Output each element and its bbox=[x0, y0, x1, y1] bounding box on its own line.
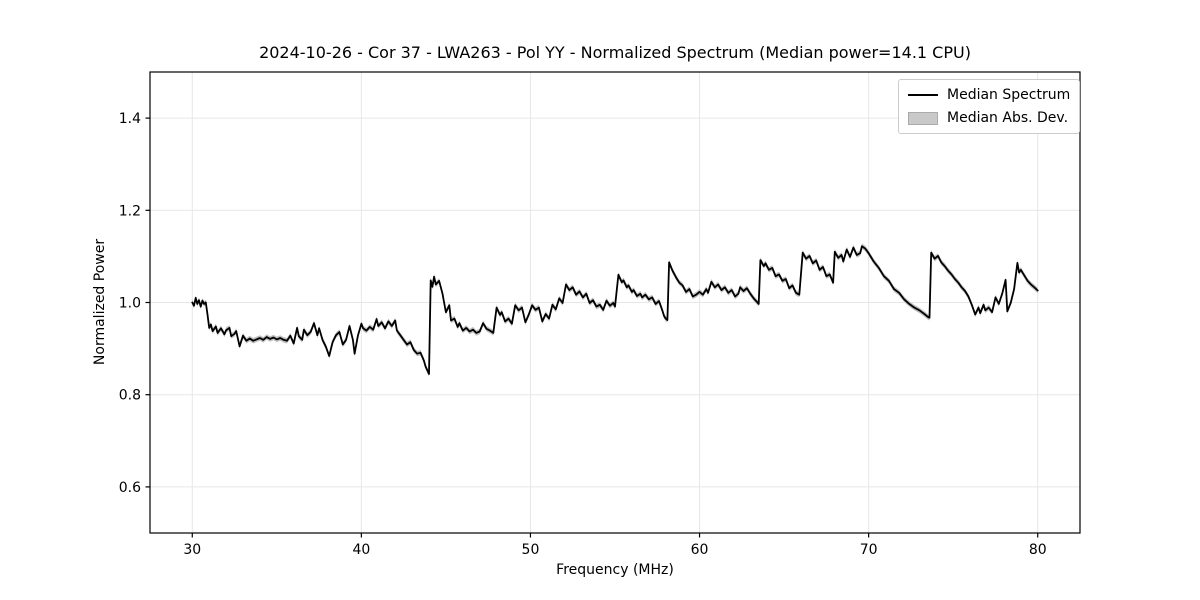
line-sample-icon bbox=[908, 94, 938, 96]
patch-sample-icon bbox=[908, 111, 938, 125]
x-tick-label: 60 bbox=[691, 542, 709, 558]
x-tick-label: 40 bbox=[352, 542, 370, 558]
x-tick-label: 50 bbox=[522, 542, 540, 558]
x-axis-label: Frequency (MHz) bbox=[556, 562, 674, 578]
x-tick-label: 70 bbox=[860, 542, 878, 558]
y-tick-label: 0.6 bbox=[119, 480, 141, 496]
x-tick-label: 80 bbox=[1029, 542, 1047, 558]
median-spectrum-line bbox=[191, 245, 1039, 375]
legend-entry-median-spectrum: Median Spectrum bbox=[908, 85, 1070, 105]
legend-label: Median Spectrum bbox=[947, 87, 1071, 103]
legend-label: Median Abs. Dev. bbox=[947, 110, 1069, 126]
y-tick-label: 1.2 bbox=[119, 203, 141, 219]
mad-band-area bbox=[192, 243, 1038, 377]
y-tick-label: 1.0 bbox=[119, 296, 141, 312]
legend-entry-mad: Median Abs. Dev. bbox=[908, 108, 1070, 128]
axis-ticks: 30 40 50 60 70 80 0.6 0.8 1.0 1.2 1.4 bbox=[119, 111, 1047, 558]
legend: Median Spectrum Median Abs. Dev. bbox=[898, 79, 1081, 134]
y-axis-label: Normalized Power bbox=[92, 239, 108, 365]
y-tick-label: 1.4 bbox=[119, 111, 141, 127]
chart-title: 2024-10-26 - Cor 37 - LWA263 - Pol YY - … bbox=[259, 43, 971, 62]
y-tick-label: 0.8 bbox=[119, 388, 141, 404]
x-tick-label: 30 bbox=[183, 542, 201, 558]
